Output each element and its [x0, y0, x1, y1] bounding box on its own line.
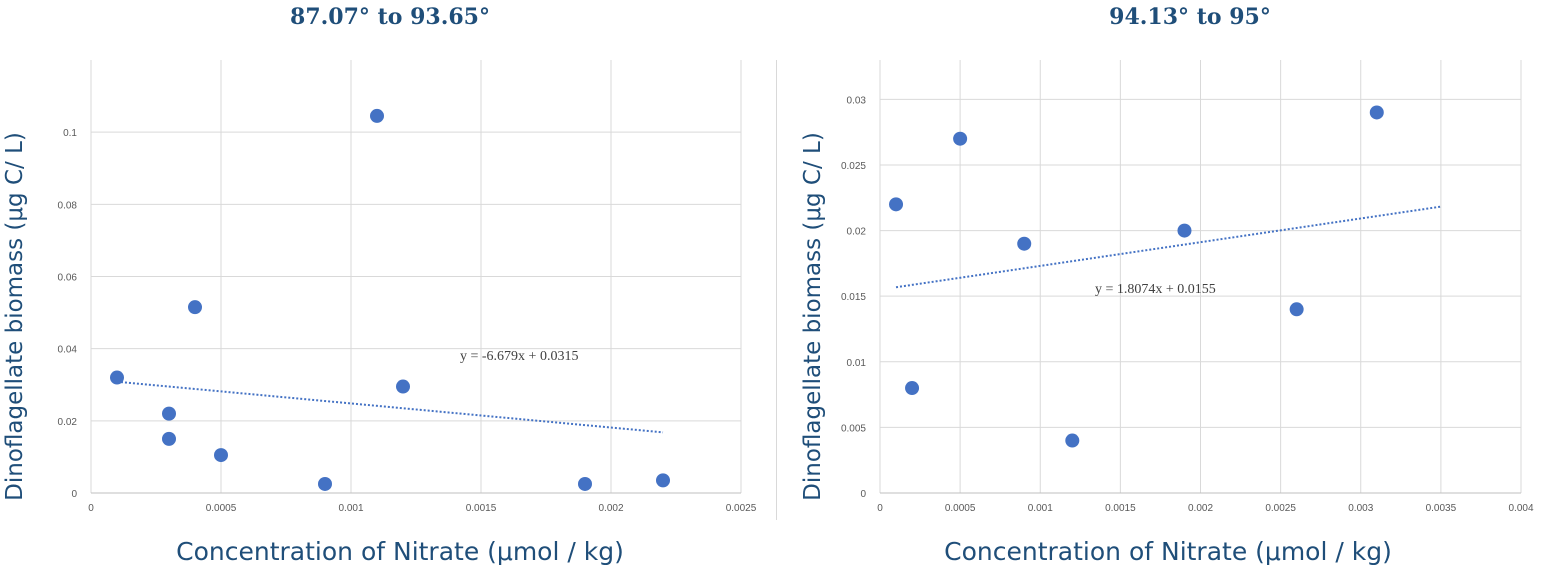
trendline-equation: y = 1.8074x + 0.0155: [1095, 282, 1216, 297]
x-tick-label: 0.003: [1348, 503, 1373, 514]
y-tick-label: 0.03: [847, 95, 867, 106]
trendline: [116, 380, 664, 434]
data-point: [370, 108, 384, 123]
x-tick-label: 0.0015: [466, 503, 497, 514]
x-tick-label: 0.002: [598, 503, 623, 514]
x-tick-label: 0: [88, 503, 94, 514]
y-tick-label: 0.015: [841, 292, 866, 303]
data-point: [318, 476, 332, 491]
x-tick-label: 0.0035: [1426, 503, 1457, 514]
x-tick-label: 0.004: [1508, 503, 1533, 514]
y-tick-label: 0.02: [847, 227, 867, 238]
x-tick-label: 0.0005: [206, 503, 237, 514]
x-tick-label: 0.0015: [1105, 503, 1136, 514]
y-tick-label: 0.08: [58, 200, 78, 211]
x-tick-label: 0: [877, 503, 883, 514]
y-tick-label: 0.06: [58, 273, 78, 284]
x-tick-label: 0.001: [1028, 503, 1053, 514]
y-tick-label: 0.025: [841, 161, 866, 172]
y-axis-title: Dinoflagellate biomass (μg C/ L): [800, 132, 826, 501]
x-tick-label: 0.001: [338, 503, 363, 514]
data-point: [162, 406, 176, 421]
data-point: [656, 473, 670, 488]
y-tick-label: 0.005: [841, 423, 866, 434]
data-point: [1017, 236, 1032, 251]
y-tick-label: 0.1: [63, 128, 77, 139]
data-point: [1177, 223, 1192, 238]
panel-divider: [776, 60, 777, 520]
y-tick-label: 0.01: [847, 358, 867, 369]
trendline: [895, 205, 1442, 289]
chart-title-left: 87.07° to 93.65°: [290, 4, 490, 30]
x-tick-label: 0.002: [1188, 503, 1213, 514]
data-point: [889, 197, 904, 212]
data-point: [905, 381, 920, 396]
y-axis-title: Dinoflagellate biomass (μg C/ L): [2, 132, 28, 501]
trendline-equation: y = -6.679x + 0.0315: [460, 349, 578, 364]
data-point: [188, 300, 202, 315]
data-point: [1289, 302, 1304, 317]
data-point: [953, 131, 968, 146]
data-point: [214, 448, 228, 463]
data-point: [110, 370, 124, 385]
data-point: [1369, 105, 1384, 120]
y-tick-label: 0.04: [58, 345, 78, 356]
data-point: [1065, 433, 1080, 448]
x-tick-label: 0.0005: [945, 503, 976, 514]
x-tick-label: 0.0025: [726, 503, 757, 514]
y-tick-label: 0: [860, 489, 866, 500]
data-point: [578, 476, 592, 491]
x-axis-title: Concentration of Nitrate (μmol / kg): [176, 537, 624, 566]
y-tick-label: 0: [71, 489, 77, 500]
x-axis-title: Concentration of Nitrate (μmol / kg): [944, 537, 1392, 566]
x-tick-label: 0.0025: [1265, 503, 1296, 514]
data-point: [396, 379, 410, 394]
chart-title-right: 94.13° to 95°: [1109, 4, 1271, 30]
y-tick-label: 0.02: [58, 417, 78, 428]
data-point: [162, 431, 176, 446]
